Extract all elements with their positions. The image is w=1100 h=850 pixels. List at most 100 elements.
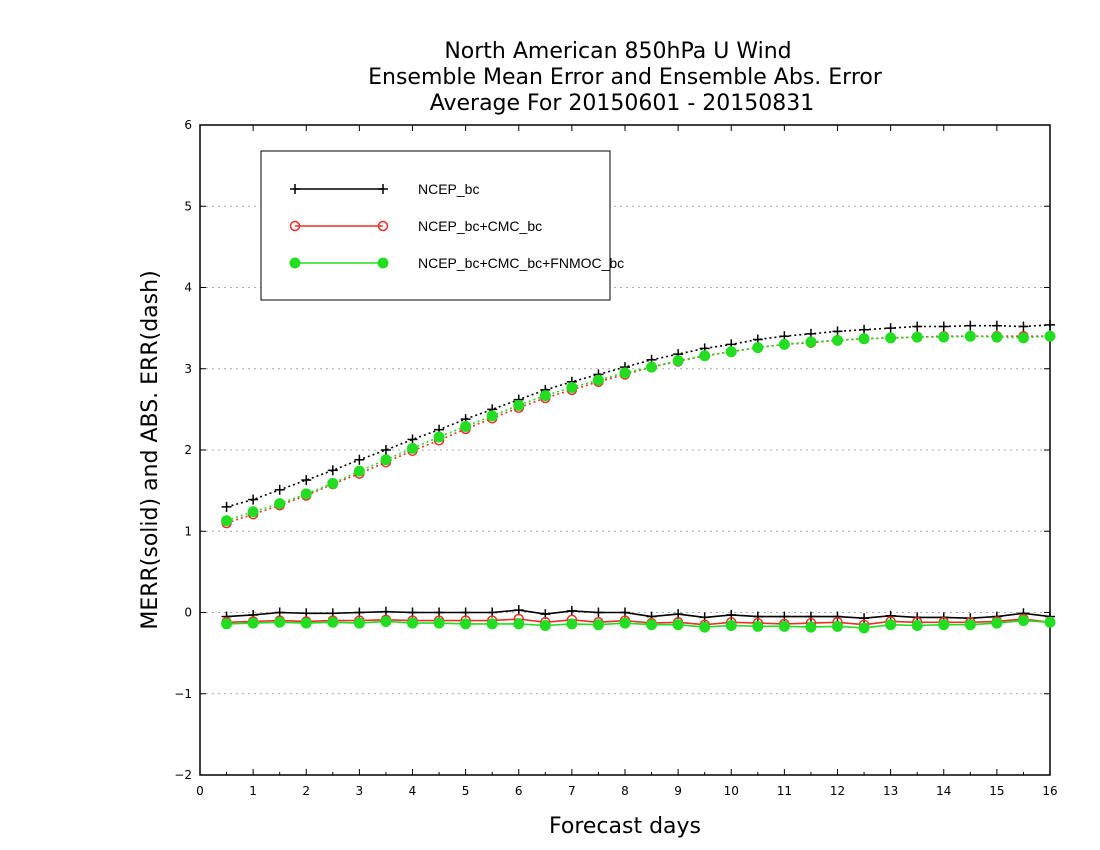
y-tick-label: 2 bbox=[184, 443, 192, 457]
x-axis-title: Forecast days bbox=[549, 814, 701, 839]
abs-err-point bbox=[354, 454, 365, 465]
legend-marker-end bbox=[377, 257, 389, 269]
x-tick-label: 13 bbox=[883, 784, 898, 798]
legend-marker-start bbox=[289, 220, 301, 232]
abs-err-point bbox=[885, 323, 896, 334]
y-tick-label: 1 bbox=[184, 524, 192, 538]
merr-point bbox=[778, 620, 790, 632]
abs-err-point bbox=[965, 320, 976, 331]
abs-err-point bbox=[778, 338, 790, 350]
x-tick-label: 4 bbox=[409, 784, 417, 798]
y-axis-title: MERR(solid) and ABS. ERR(dash) bbox=[138, 270, 163, 629]
x-tick-label: 9 bbox=[674, 784, 682, 798]
abs-err-point bbox=[592, 374, 604, 386]
merr-point bbox=[327, 616, 339, 628]
x-tick-label: 16 bbox=[1042, 784, 1057, 798]
legend-item-2: NCEP_bc+CMC_bc+FNMOC_bc bbox=[289, 255, 624, 271]
merr-point bbox=[858, 622, 870, 634]
abs-err-point bbox=[380, 454, 392, 466]
merr-point bbox=[274, 616, 286, 628]
merr-point bbox=[300, 617, 312, 629]
series-layer bbox=[221, 319, 1056, 634]
merr-point bbox=[699, 621, 711, 633]
abs-err-point bbox=[566, 381, 578, 393]
merr-point bbox=[752, 611, 763, 622]
title-line-1: North American 850hPa U Wind bbox=[444, 39, 791, 64]
merr-point bbox=[938, 619, 950, 631]
legend-label: NCEP_bc+CMC_bc+FNMOC_bc bbox=[418, 255, 624, 271]
chart-title: North American 850hPa U Wind Ensemble Me… bbox=[368, 39, 883, 116]
abs-err-point bbox=[672, 355, 684, 367]
abs-err-point bbox=[646, 361, 658, 373]
x-tick-label: 7 bbox=[568, 784, 576, 798]
merr-point bbox=[619, 617, 631, 629]
legend-items: NCEP_bc NCEP_bc+CMC_bc NCEP_bc+CMC_bc+FNMO… bbox=[289, 181, 624, 271]
merr-line bbox=[226, 609, 1051, 620]
merr-point bbox=[460, 618, 472, 630]
x-tick-label: 0 bbox=[196, 784, 204, 798]
merr-point bbox=[539, 620, 551, 631]
y-tick-label: 0 bbox=[184, 606, 192, 620]
merr-point bbox=[832, 611, 843, 622]
series-2 bbox=[221, 330, 1056, 634]
legend-marker-end bbox=[377, 220, 389, 232]
abs-err-point bbox=[885, 332, 897, 344]
abs-err-point bbox=[380, 445, 391, 455]
abs-err-point bbox=[805, 336, 817, 348]
abs-err-point bbox=[699, 350, 711, 362]
abs-err-point bbox=[1044, 330, 1056, 342]
merr-point bbox=[752, 620, 764, 632]
legend-item-0: NCEP_bc bbox=[290, 181, 479, 197]
merr-point bbox=[592, 619, 604, 631]
legend-marker-end bbox=[378, 184, 388, 194]
merr-point bbox=[353, 617, 365, 629]
abs-err-point bbox=[911, 331, 923, 343]
legend-label: NCEP_bc+CMC_bc bbox=[418, 218, 542, 234]
merr-point bbox=[513, 605, 524, 616]
legend-marker-start bbox=[289, 257, 301, 269]
abs-err-point bbox=[353, 465, 365, 477]
abs-err-point bbox=[539, 390, 551, 402]
abs-err-point bbox=[1045, 319, 1055, 330]
legend-label: NCEP_bc bbox=[418, 181, 479, 197]
x-tick-label: 6 bbox=[515, 784, 523, 798]
x-tick-label: 2 bbox=[302, 784, 310, 798]
legend-item-1: NCEP_bc+CMC_bc bbox=[289, 218, 542, 234]
merr-point bbox=[859, 613, 870, 624]
x-tick-label: 3 bbox=[356, 784, 364, 798]
merr-point bbox=[911, 620, 923, 631]
y-tick-label: 6 bbox=[184, 118, 192, 132]
title-line-3: Average For 20150601 - 20150831 bbox=[430, 91, 815, 116]
abs-err-point bbox=[938, 321, 949, 332]
abs-err-point bbox=[1017, 332, 1029, 344]
abs-err-point bbox=[938, 331, 950, 343]
abs-err-point bbox=[832, 326, 843, 337]
abs-err-point bbox=[1018, 321, 1029, 332]
abs-err-point bbox=[832, 334, 843, 346]
merr-point bbox=[221, 618, 233, 630]
merr-point bbox=[1017, 615, 1029, 627]
y-tick-label: 3 bbox=[184, 362, 192, 376]
abs-err-point bbox=[752, 342, 764, 354]
merr-point bbox=[832, 620, 843, 632]
x-tick-label: 1 bbox=[249, 784, 257, 798]
y-tick-label: −2 bbox=[174, 768, 192, 782]
abs-err-point bbox=[274, 484, 285, 495]
merr-point bbox=[646, 619, 658, 631]
title-line-2: Ensemble Mean Error and Ensemble Abs. Er… bbox=[368, 65, 883, 90]
merr-point bbox=[964, 619, 976, 631]
abs-err-point bbox=[460, 420, 472, 432]
merr-point bbox=[486, 618, 498, 630]
x-tick-label: 8 bbox=[621, 784, 629, 798]
abs-err-point bbox=[513, 399, 525, 411]
abs-err-point bbox=[991, 320, 1002, 331]
legend: NCEP_bc NCEP_bc+CMC_bc NCEP_bc+CMC_bc+FNMO… bbox=[260, 150, 624, 301]
merr-point bbox=[566, 618, 578, 630]
merr-point bbox=[725, 620, 737, 631]
x-tick-label: 11 bbox=[777, 784, 792, 798]
abs-err-point bbox=[301, 475, 312, 486]
abs-err-point bbox=[991, 331, 1003, 343]
abs-err-line bbox=[226, 324, 1051, 508]
merr-point bbox=[885, 610, 896, 621]
y-tick-label: 5 bbox=[184, 199, 192, 213]
